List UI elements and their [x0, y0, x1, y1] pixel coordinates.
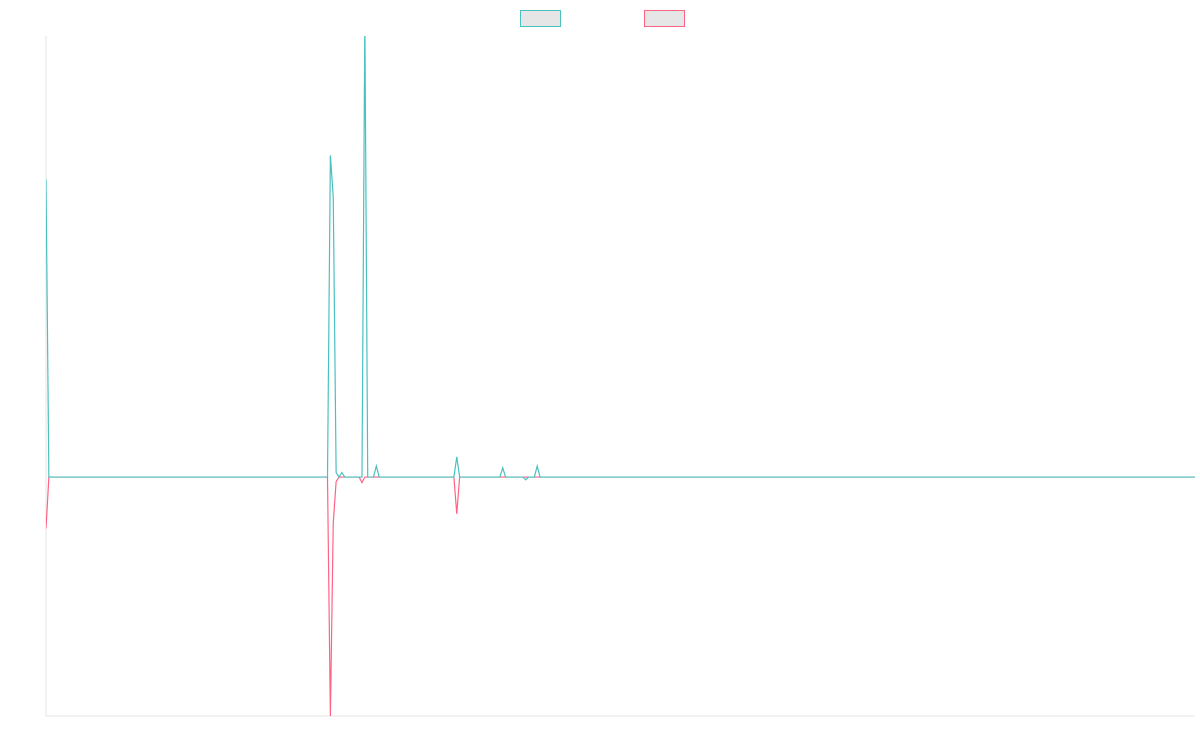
series-line-2	[46, 476, 1195, 716]
legend[interactable]	[520, 10, 685, 27]
plot-area	[46, 36, 1195, 716]
series-line-1	[46, 36, 1195, 481]
legend-item-1[interactable]	[520, 10, 561, 27]
axes	[45, 36, 1195, 717]
legend-swatch-2[interactable]	[644, 10, 685, 27]
legend-swatch-1[interactable]	[520, 10, 561, 27]
legend-item-2[interactable]	[644, 10, 685, 27]
